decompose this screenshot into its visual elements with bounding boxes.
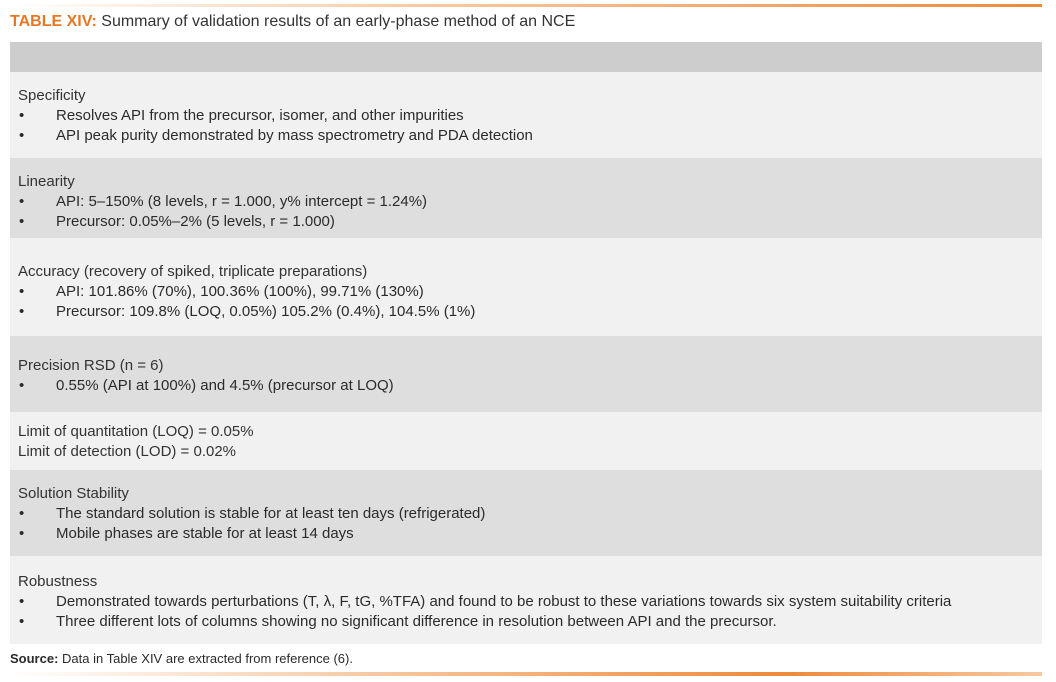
bullet-list: API: 5–150% (8 levels, r = 1.000, y% int… [18,192,1034,232]
list-item: Resolves API from the precursor, isomer,… [18,106,1034,126]
table-row-precision: Precision RSD (n = 6) 0.55% (API at 100%… [10,336,1042,412]
row-title: Precision RSD (n = 6) [18,357,164,374]
list-item: Demonstrated towards perturbations (T, λ… [18,592,1034,612]
source-label: Source: [10,651,59,666]
table-row-accuracy: Accuracy (recovery of spiked, triplicate… [10,238,1042,336]
list-item: API: 5–150% (8 levels, r = 1.000, y% int… [18,192,1034,212]
list-item: Precursor: 0.05%–2% (5 levels, r = 1.000… [18,212,1034,232]
table-caption: TABLE XIV: Summary of validation results… [10,13,575,31]
list-item: The standard solution is stable for at l… [18,504,1034,524]
list-item: 0.55% (API at 100%) and 4.5% (precursor … [18,376,1034,396]
bullet-list: The standard solution is stable for at l… [18,504,1034,544]
bullet-list: API: 101.86% (70%), 100.36% (100%), 99.7… [18,282,1034,322]
row-title: Robustness [18,573,98,590]
bullet-list: 0.55% (API at 100%) and 4.5% (precursor … [18,376,1034,396]
top-decorative-rule [10,4,1042,7]
list-item: Three different lots of columns showing … [18,612,1034,632]
table-caption-text: Summary of validation results of an earl… [96,13,576,30]
list-item: Mobile phases are stable for at least 14… [18,524,1034,544]
row-title-loq: Limit of quantitation (LOQ) = 0.05% [18,423,254,440]
source-note: Source: Data in Table XIV are extracted … [10,651,353,666]
table-row-solution-stability: Solution Stability The standard solution… [10,470,1042,556]
table-row-specificity: Specificity Resolves API from the precur… [10,72,1042,158]
table-row-robustness: Robustness Demonstrated towards perturba… [10,556,1042,644]
table-row-limits: Limit of quantitation (LOQ) = 0.05% Limi… [10,412,1042,470]
table-row-linearity: Linearity API: 5–150% (8 levels, r = 1.0… [10,158,1042,238]
row-title: Solution Stability [18,485,129,502]
table-caption-label: TABLE XIV: [10,13,97,30]
bottom-decorative-rule [10,672,1042,676]
row-title: Accuracy (recovery of spiked, triplicate… [18,263,368,280]
row-title: Specificity [18,87,86,104]
list-item: API peak purity demonstrated by mass spe… [18,126,1034,146]
bullet-list: Demonstrated towards perturbations (T, λ… [18,592,1034,632]
validation-summary-table: Specificity Resolves API from the precur… [10,42,1042,644]
row-title: Linearity [18,173,75,190]
source-text: Data in Table XIV are extracted from ref… [58,651,353,666]
table-header-band [10,42,1042,72]
list-item: API: 101.86% (70%), 100.36% (100%), 99.7… [18,282,1034,302]
row-title-lod: Limit of detection (LOD) = 0.02% [18,443,237,460]
bullet-list: Resolves API from the precursor, isomer,… [18,106,1034,146]
list-item: Precursor: 109.8% (LOQ, 0.05%) 105.2% (0… [18,302,1034,322]
